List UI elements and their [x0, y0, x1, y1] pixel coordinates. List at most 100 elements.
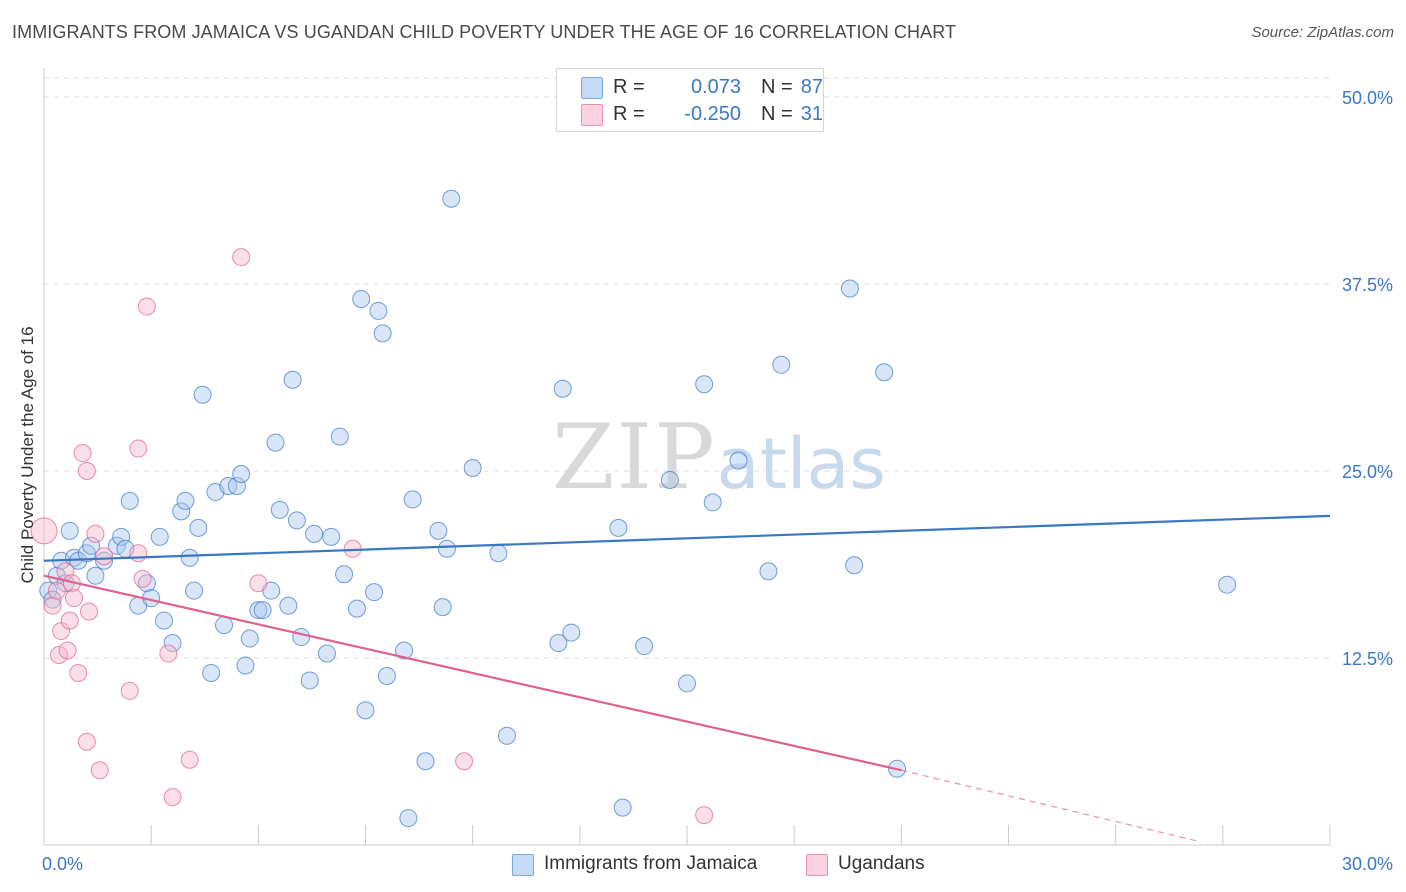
y-tick-label: 37.5%: [1342, 275, 1393, 295]
point-jamaica: [609, 518, 628, 537]
point-ugandans: [455, 752, 474, 771]
point-jamaica: [463, 459, 482, 478]
point-jamaica: [60, 521, 79, 540]
point-ugandans: [80, 602, 99, 621]
point-jamaica: [660, 470, 679, 489]
point-ugandans: [69, 663, 88, 682]
point-jamaica: [437, 539, 456, 558]
point-jamaica: [86, 566, 105, 585]
point-ugandans: [95, 547, 114, 566]
chart-title: IMMIGRANTS FROM JAMAICA VS UGANDAN CHILD…: [12, 22, 957, 42]
point-jamaica: [678, 674, 696, 693]
point-ugandans: [232, 248, 251, 267]
point-ugandans: [77, 462, 96, 480]
point-jamaica: [305, 524, 324, 543]
point-jamaica: [562, 623, 581, 642]
point-jamaica: [433, 598, 452, 617]
point-jamaica: [176, 491, 195, 510]
point-jamaica: [253, 601, 272, 620]
legend-r-value: 0.073: [690, 76, 741, 98]
point-ugandans: [159, 644, 178, 663]
watermark: ZIPatlas: [552, 405, 886, 510]
point-jamaica: [240, 629, 259, 648]
legend-n-label: N =: [761, 103, 793, 125]
point-jamaica: [395, 641, 414, 660]
source-credit: Source: ZipAtlas.com: [1251, 24, 1394, 41]
point-ugandans: [60, 611, 79, 630]
legend-r-label: R =: [613, 76, 645, 98]
point-jamaica: [266, 433, 285, 452]
point-jamaica: [369, 301, 388, 320]
point-ugandans: [133, 569, 152, 588]
point-ugandans: [47, 581, 66, 600]
point-ugandans: [30, 517, 58, 545]
point-jamaica: [695, 375, 714, 394]
point-ugandans: [65, 589, 84, 608]
point-ugandans: [163, 788, 182, 807]
point-ugandans: [120, 681, 139, 700]
point-jamaica: [236, 656, 255, 675]
point-jamaica: [759, 562, 778, 581]
point-jamaica: [356, 701, 375, 720]
point-jamaica: [155, 611, 174, 630]
point-jamaica: [373, 324, 392, 343]
axis-layer: [43, 68, 1331, 846]
point-jamaica: [172, 502, 191, 521]
point-jamaica: [287, 511, 306, 530]
point-jamaica: [613, 798, 632, 817]
point-ugandans: [58, 641, 77, 660]
point-jamaica: [442, 189, 461, 208]
point-jamaica: [279, 596, 298, 615]
legend-label-jamaica: Immigrants from Jamaica: [544, 853, 758, 874]
point-jamaica: [227, 476, 246, 495]
trendline-ugandans-extension: [901, 769, 1202, 843]
point-ugandans: [73, 444, 92, 463]
watermark-atlas: atlas: [716, 423, 886, 505]
point-jamaica: [365, 583, 384, 602]
point-jamaica: [729, 451, 748, 470]
point-jamaica: [772, 355, 791, 374]
point-jamaica: [553, 379, 572, 398]
point-jamaica: [150, 527, 169, 546]
y-axis-title: Child Poverty Under the Age of 16: [18, 326, 37, 583]
point-jamaica: [549, 634, 568, 653]
point-ugandans: [180, 750, 199, 769]
point-jamaica: [703, 493, 722, 512]
point-ugandans: [129, 544, 148, 563]
legend-n-value: 31: [800, 103, 823, 125]
point-ugandans: [249, 574, 268, 593]
point-jamaica: [403, 490, 422, 509]
trendline-jamaica: [43, 514, 1331, 562]
legend-n-label: N =: [761, 76, 793, 98]
point-jamaica: [416, 752, 435, 771]
y-tick-label: 25.0%: [1342, 462, 1393, 482]
point-ugandans: [137, 297, 156, 316]
point-jamaica: [215, 616, 234, 635]
point-jamaica: [163, 634, 182, 653]
point-jamaica: [399, 809, 418, 828]
legend-swatch-jamaica: [581, 77, 603, 99]
y-tick-label: 50.0%: [1342, 88, 1393, 108]
x-tick-label: 0.0%: [42, 854, 83, 874]
point-jamaica: [189, 518, 208, 537]
point-jamaica: [112, 527, 131, 546]
legend-r-value: -0.250: [684, 103, 741, 125]
x-tick-label: 30.0%: [1342, 854, 1393, 874]
watermark-zip: ZIP: [552, 405, 717, 510]
correlation-legend: R = 0.073 N = 87 R = -0.250 N = 31: [556, 68, 824, 132]
grid-layer: [44, 77, 1330, 659]
point-jamaica: [232, 464, 251, 483]
point-jamaica: [347, 599, 366, 618]
point-jamaica: [120, 491, 139, 510]
point-jamaica: [270, 500, 289, 519]
point-jamaica: [300, 671, 319, 690]
point-ugandans: [77, 732, 96, 751]
legend-label-ugandans: Ugandans: [838, 853, 925, 874]
point-jamaica: [429, 521, 448, 540]
label-layer: 12.5% 25.0% 37.5% 50.0% 0.0% 30.0% Child Pover…: [18, 88, 1393, 874]
point-jamaica: [180, 548, 199, 567]
point-jamaica: [43, 590, 62, 609]
legend-swatch-jamaica: [512, 854, 534, 876]
point-ugandans: [86, 524, 105, 543]
